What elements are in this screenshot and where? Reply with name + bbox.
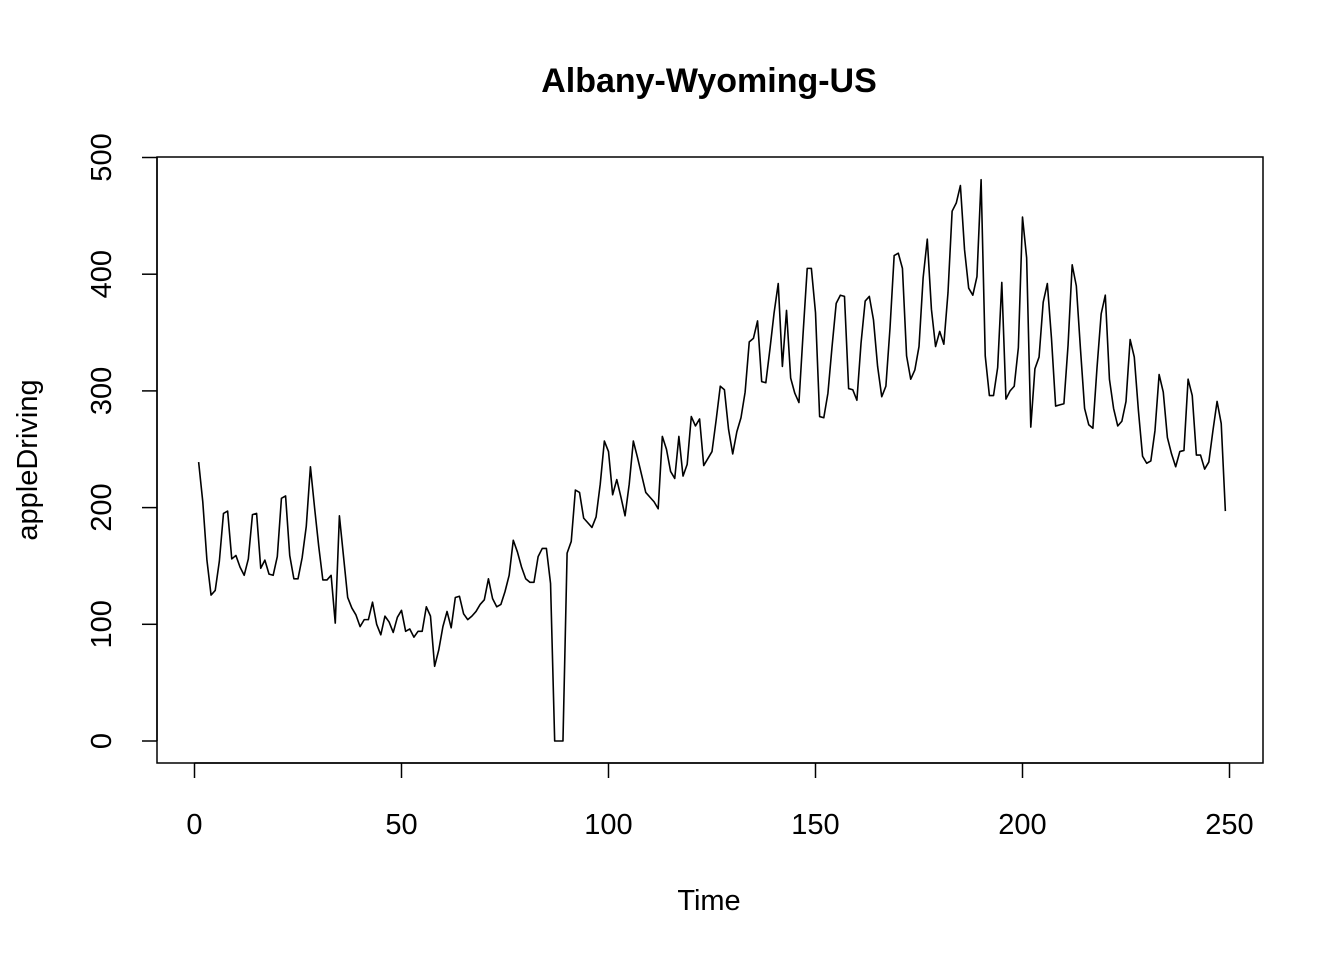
y-axis-label: appleDriving (12, 379, 44, 540)
x-tick-label: 150 (791, 809, 839, 841)
y-tick-label: 500 (86, 133, 118, 181)
y-tick-label: 100 (86, 600, 118, 648)
y-tick-label: 0 (86, 733, 118, 749)
series-line (197, 178, 1227, 742)
x-tick-label: 200 (998, 809, 1046, 841)
x-tick-label: 100 (584, 809, 632, 841)
x-axis-label: Time (677, 885, 740, 917)
y-axis: 0 100 200 300 400 500 (86, 133, 158, 749)
y-tick-label: 400 (86, 250, 118, 298)
x-axis: 0 50 100 150 200 250 (186, 762, 1254, 841)
x-tick-label: 250 (1205, 809, 1253, 841)
y-tick-label: 200 (86, 483, 118, 531)
plot-frame (156, 156, 1264, 764)
chart-title: Albany-Wyoming-US (541, 62, 877, 100)
x-tick-label: 50 (385, 809, 417, 841)
y-tick-label: 300 (86, 367, 118, 415)
x-tick-label: 0 (186, 809, 202, 841)
